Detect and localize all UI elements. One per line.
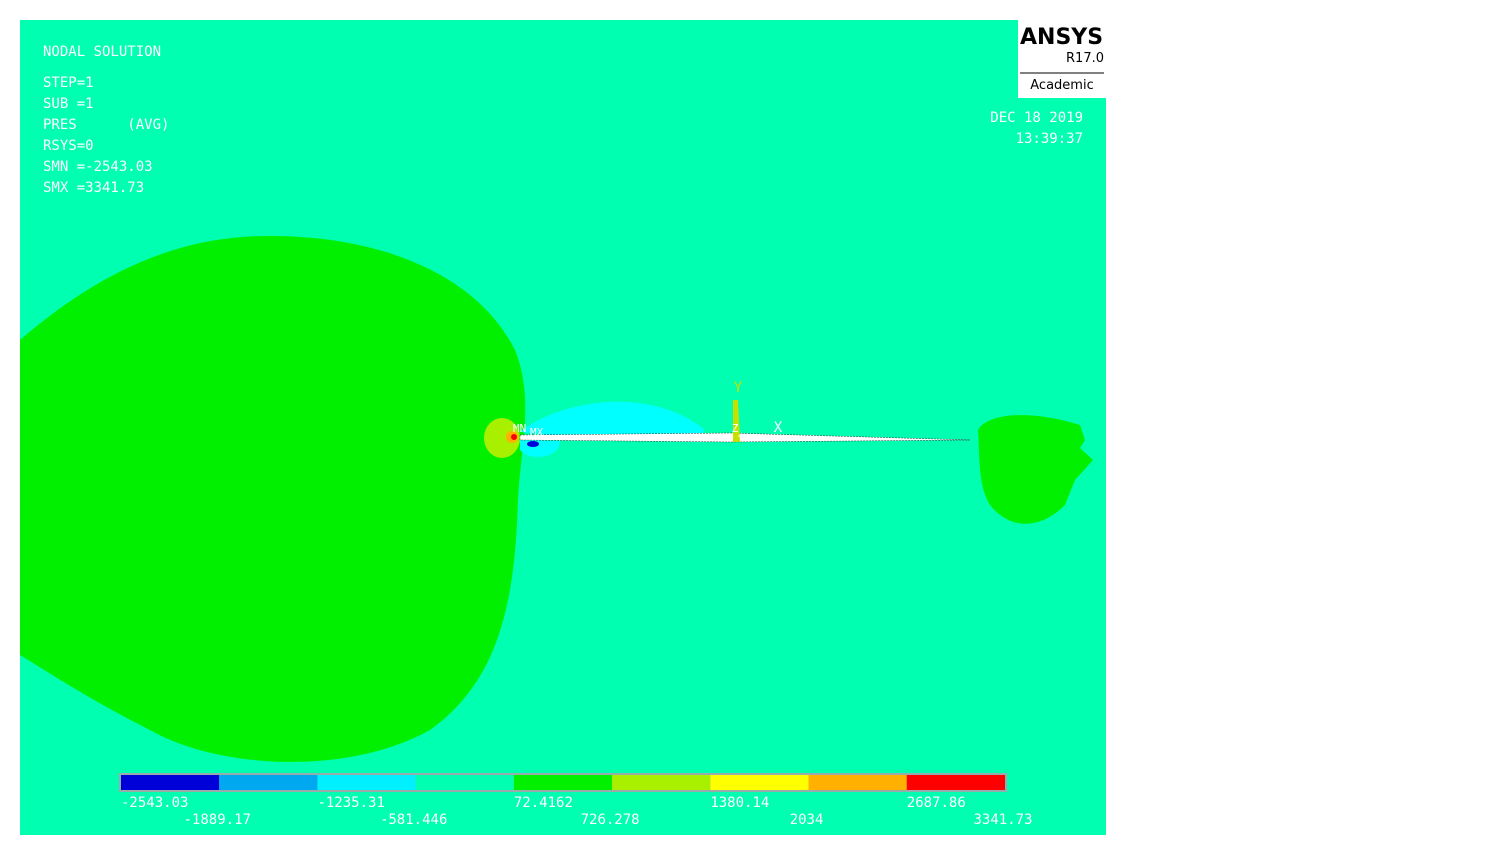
header-line: RSYS=0 [43, 138, 94, 154]
legend-band [710, 775, 809, 790]
header-line: STEP=1 [43, 75, 94, 91]
header-line: SMN =-2543.03 [43, 159, 153, 175]
legend-label: 726.278 [581, 812, 640, 828]
pressure-region [978, 415, 1093, 524]
y-axis-label: Y [734, 380, 743, 396]
date: DEC 18 2019 [990, 110, 1083, 126]
logo-box [1018, 20, 1106, 98]
logo-version: R17.0 [1066, 51, 1104, 66]
pressure-region [520, 401, 705, 436]
axis-triad [733, 400, 740, 442]
header-title: NODAL SOLUTION [43, 44, 161, 60]
pressure-region [511, 434, 517, 440]
legend-label: 1380.14 [710, 795, 769, 811]
legend-label: 2687.86 [907, 795, 966, 811]
header-line: SMX =3341.73 [43, 180, 144, 196]
legend-band [612, 775, 711, 790]
legend-band [317, 775, 416, 790]
pressure-region [20, 235, 526, 762]
legend-label: 2034 [790, 812, 824, 828]
pressure-region [484, 418, 520, 458]
legend-band [121, 775, 220, 790]
legend-label: -581.446 [380, 812, 447, 828]
max-marker: MX [530, 426, 544, 439]
airfoil [519, 432, 971, 443]
logo-name: ANSYS [1020, 25, 1103, 50]
legend-band [219, 775, 318, 790]
legend: -2543.03-1889.17 -1235.31-581.446 72.4162 7… [121, 775, 1033, 828]
legend-label: 3341.73 [973, 812, 1032, 828]
legend-label: -2543.03 [121, 795, 188, 811]
legend-label: 72.4162 [514, 795, 573, 811]
time: 13:39:37 [1016, 131, 1083, 147]
legend-label: -1889.17 [184, 812, 251, 828]
min-marker: MN [513, 422, 526, 435]
legend-band [415, 775, 514, 790]
pressure-region [527, 441, 539, 447]
x-axis-label: X [774, 420, 783, 436]
header-line: SUB =1 [43, 96, 94, 112]
legend-band [808, 775, 907, 790]
legend-label: -1235.31 [317, 795, 384, 811]
legend-band [906, 775, 1005, 790]
z-axis-label: Z [732, 422, 739, 435]
header-lines: STEP=1 SUB =1 PRES (AVG) RSYS=0 SMN =-2543.0… [43, 75, 169, 196]
logo-edition: Academic [1030, 78, 1093, 93]
header-line: PRES (AVG) [43, 117, 169, 133]
legend-band [513, 775, 613, 790]
